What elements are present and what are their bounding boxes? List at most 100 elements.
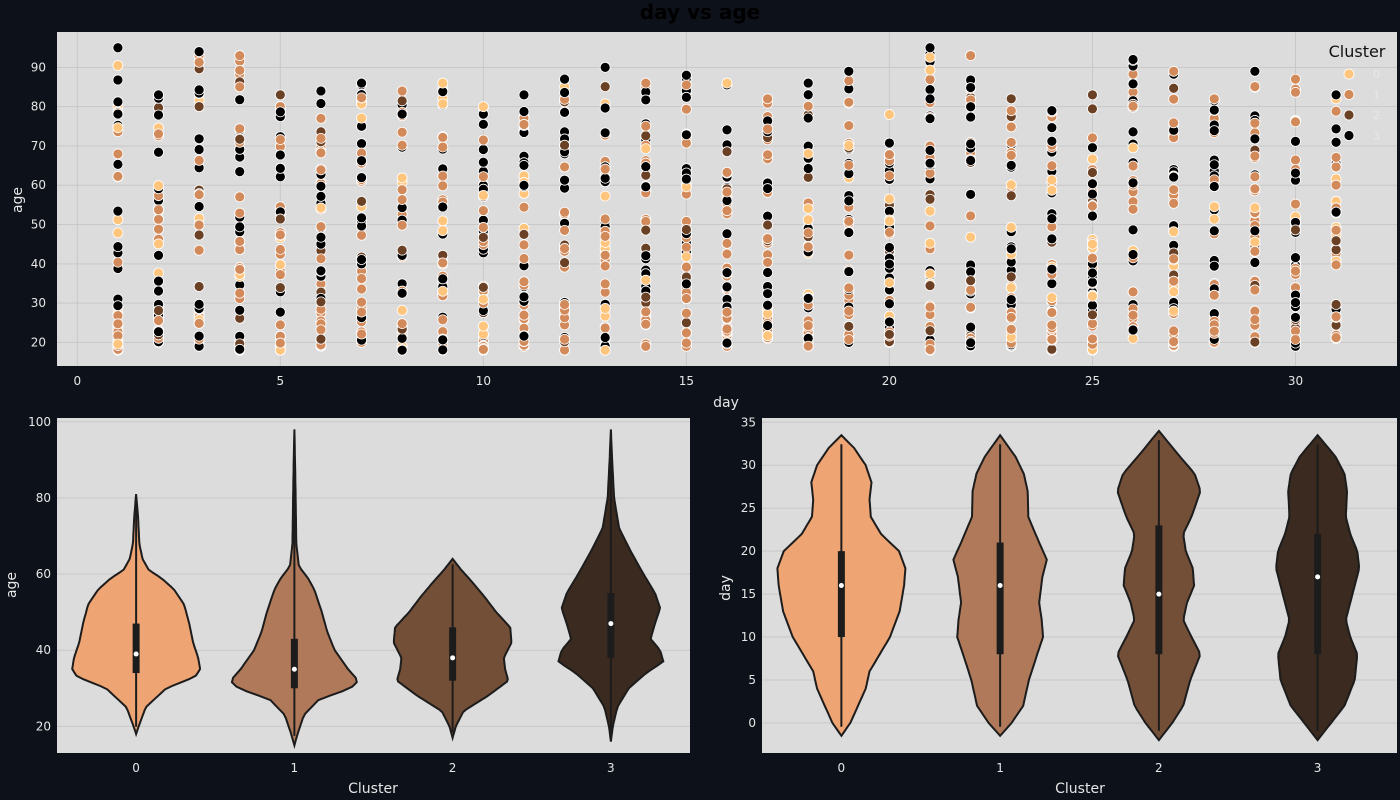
scatter-point (803, 90, 813, 100)
violin-day-x-tick-label: 2 (1155, 761, 1163, 775)
violin-day-y-tick-label: 35 (741, 415, 756, 429)
legend-marker-0 (1344, 69, 1354, 79)
scatter-point (316, 133, 326, 143)
scatter-point (194, 190, 204, 200)
scatter-point (1047, 185, 1057, 195)
scatter-point (1250, 82, 1260, 92)
scatter-point (1290, 253, 1300, 263)
scatter-point (235, 51, 245, 61)
scatter-point (1169, 287, 1179, 297)
violin-day-median-dot (1315, 574, 1320, 579)
scatter-point (1047, 293, 1057, 303)
scatter-point (884, 138, 894, 148)
scatter-point (438, 335, 448, 345)
scatter-point (275, 135, 285, 145)
scatter-point (600, 164, 610, 174)
scatter-point (681, 80, 691, 90)
scatter-point (1331, 152, 1341, 162)
scatter-point (722, 229, 732, 239)
scatter-point (1169, 66, 1179, 76)
scatter-point (1209, 181, 1219, 191)
scatter-point (641, 251, 651, 261)
scatter-point (438, 78, 448, 88)
scatter-point (235, 192, 245, 202)
violin-day-y-tick-label: 20 (741, 544, 756, 558)
scatter-point (113, 257, 123, 267)
scatter-point (397, 319, 407, 329)
scatter-point (844, 267, 854, 277)
scatter-point (560, 225, 570, 235)
scatter-point (641, 121, 651, 131)
scatter-point (357, 156, 367, 166)
scatter-point (600, 103, 610, 113)
scatter-point (1128, 143, 1138, 153)
scatter-point (194, 57, 204, 67)
scatter-point (397, 96, 407, 106)
scatter-point (600, 231, 610, 241)
violin-day-y-tick-label: 0 (748, 716, 756, 730)
scatter-point (844, 306, 854, 316)
scatter-point (1047, 334, 1057, 344)
scatter-point (803, 203, 813, 213)
scatter-point (1169, 254, 1179, 264)
scatter-point (113, 149, 123, 159)
scatter-point (1250, 151, 1260, 161)
scatter-point (844, 97, 854, 107)
scatter-y-axis-label: age (10, 187, 26, 213)
scatter-x-tick-label: 20 (882, 374, 897, 388)
scatter-point (397, 140, 407, 150)
legend-marker-3 (1344, 131, 1354, 141)
scatter-point (1169, 83, 1179, 93)
scatter-point (1006, 180, 1016, 190)
scatter-point (925, 43, 935, 53)
scatter-point (1250, 257, 1260, 267)
scatter-point (357, 196, 367, 206)
scatter-point (1087, 104, 1097, 114)
violin-age-y-tick-label: 60 (36, 567, 51, 581)
scatter-point (438, 202, 448, 212)
scatter-point (1209, 160, 1219, 170)
scatter-point (397, 127, 407, 137)
scatter-point (113, 123, 123, 133)
scatter-point (641, 144, 651, 154)
scatter-point (1169, 337, 1179, 347)
scatter-point (519, 107, 529, 117)
scatter-point (681, 328, 691, 338)
scatter-point (1006, 137, 1016, 147)
scatter-point (1047, 320, 1057, 330)
scatter-point (1250, 285, 1260, 295)
scatter-point (478, 135, 488, 145)
scatter-point (844, 283, 854, 293)
scatter-point (478, 344, 488, 354)
scatter-y-tick-label: 90 (31, 60, 46, 74)
scatter-point (438, 274, 448, 284)
scatter-point (722, 307, 732, 317)
scatter-point (681, 104, 691, 114)
scatter-point (397, 185, 407, 195)
scatter-point (925, 65, 935, 75)
scatter-point (519, 229, 529, 239)
scatter-point (1290, 298, 1300, 308)
scatter-point (966, 276, 976, 286)
scatter-point (884, 317, 894, 327)
scatter-point (1128, 225, 1138, 235)
scatter-point (884, 259, 894, 269)
scatter-point (641, 78, 651, 88)
scatter-point (235, 95, 245, 105)
scatter-point (1209, 126, 1219, 136)
scatter-day-column-2 (154, 90, 164, 348)
scatter-point (357, 139, 367, 149)
scatter-point (884, 299, 894, 309)
scatter-point (316, 181, 326, 191)
scatter-y-tick-label: 70 (31, 139, 46, 153)
scatter-point (1169, 306, 1179, 316)
violin-day-y-axis-label: day (718, 575, 734, 601)
scatter-point (925, 206, 935, 216)
scatter-point (884, 242, 894, 252)
violin-day-iqr-box (1155, 525, 1162, 654)
scatter-point (1290, 266, 1300, 276)
scatter-point (884, 216, 894, 226)
scatter-point (1209, 261, 1219, 271)
scatter-point (600, 261, 610, 271)
scatter-point (194, 47, 204, 57)
